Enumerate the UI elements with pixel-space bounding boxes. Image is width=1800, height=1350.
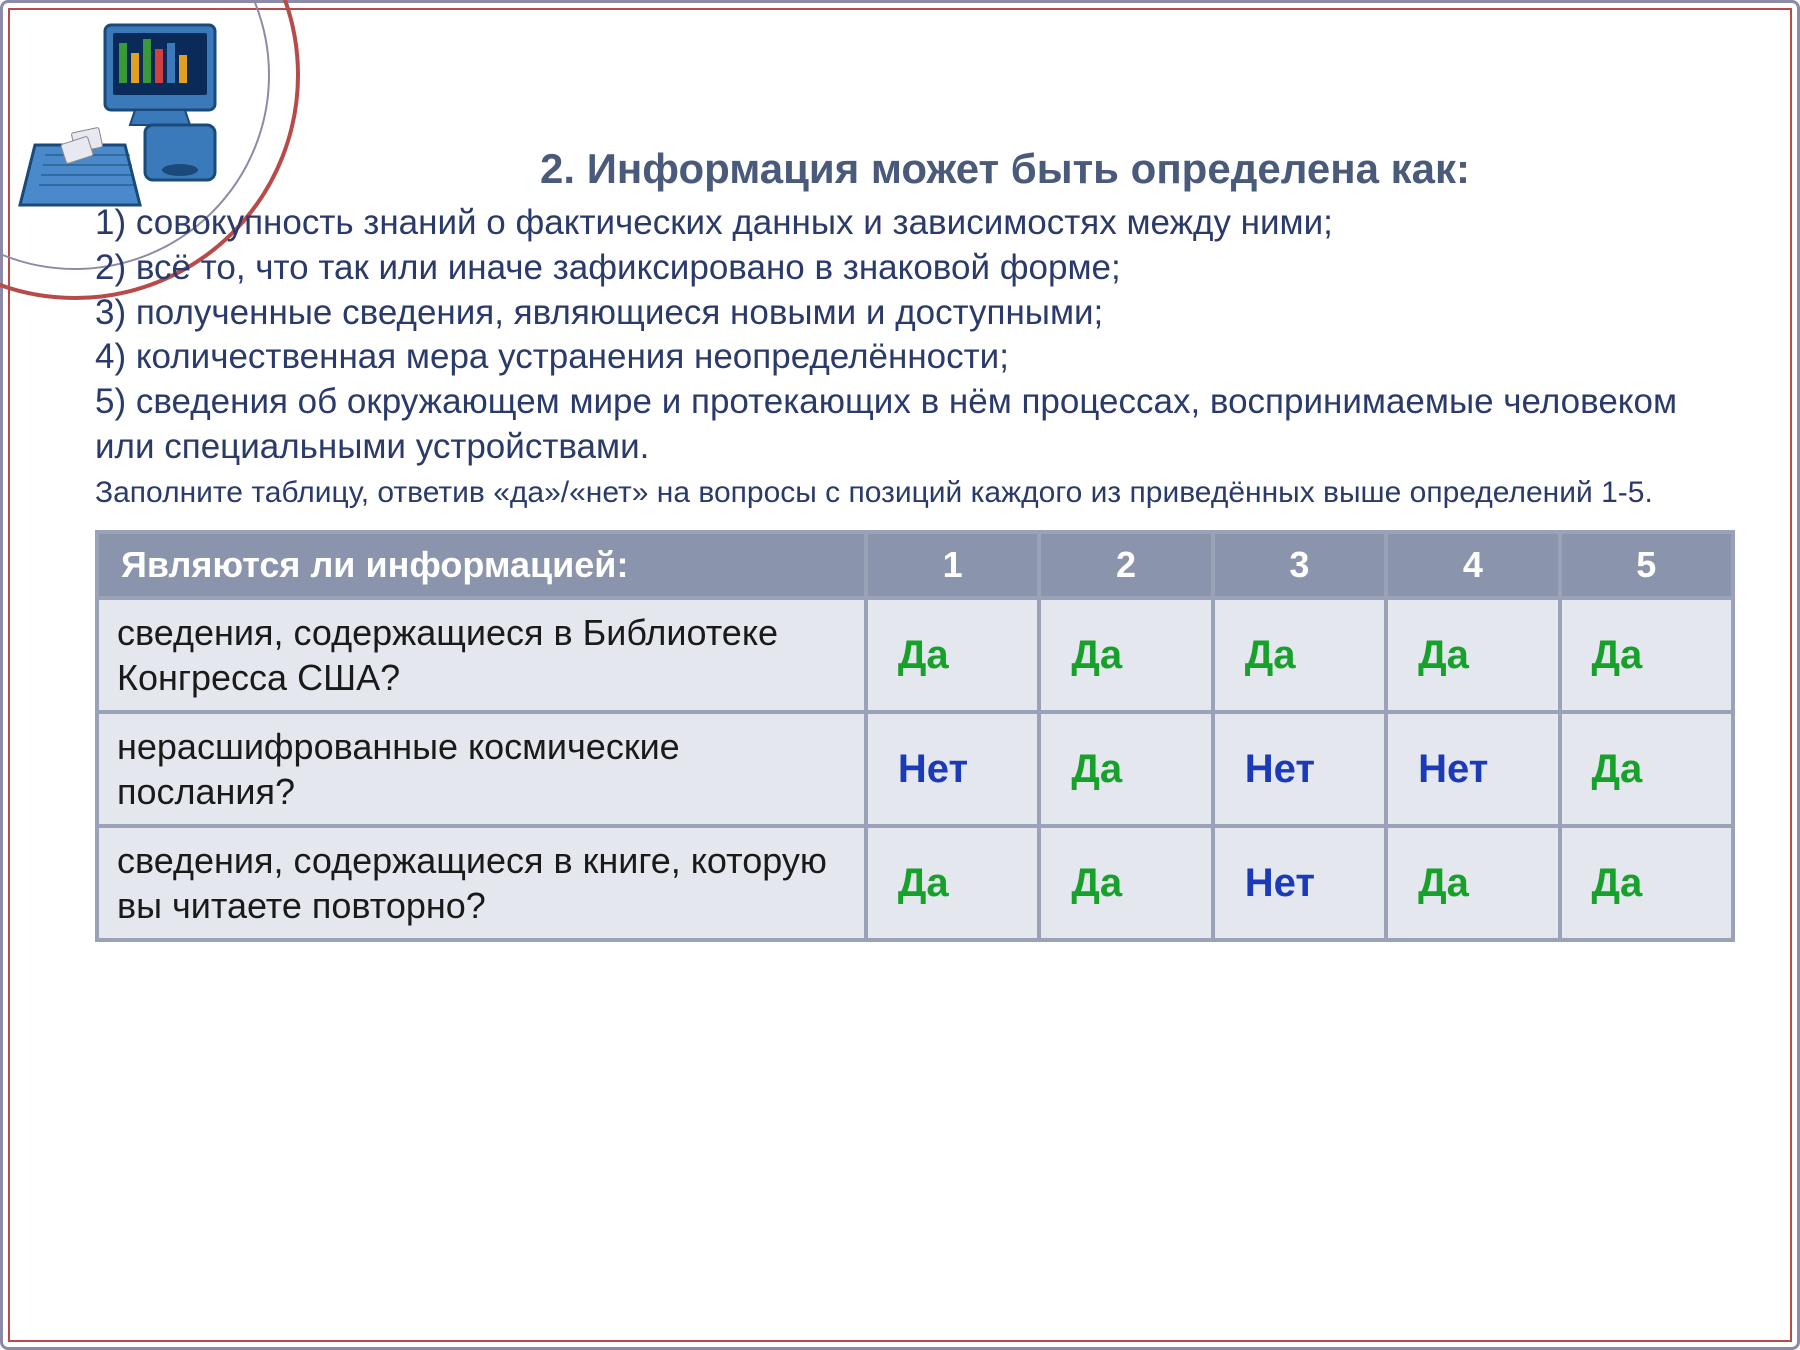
answer-cell: Да (1386, 826, 1559, 940)
answer-cell: Да (1560, 712, 1733, 826)
question-cell: нерасшифрованные космические послания? (97, 712, 866, 826)
definitions-list: 1) совокупность знаний о фактических дан… (95, 201, 1735, 470)
answer-cell: Да (1560, 826, 1733, 940)
answer-table: Являются ли информацией: 1 2 3 4 5 сведе… (95, 530, 1735, 942)
question-cell: сведения, содержащиеся в Библиотеке Конг… (97, 598, 866, 712)
definition-item: 4) количественная мера устранения неопре… (95, 335, 1735, 380)
instruction-text: Заполните таблицу, ответив «да»/«нет» на… (95, 474, 1735, 512)
answer-yes: Да (1245, 633, 1296, 677)
answer-yes: Да (1592, 747, 1643, 791)
answer-no: Нет (1418, 747, 1488, 791)
header-col-5: 5 (1560, 532, 1733, 598)
answer-cell: Да (1386, 598, 1559, 712)
header-col-2: 2 (1039, 532, 1212, 598)
answer-yes: Да (1071, 747, 1122, 791)
answer-cell: Да (1039, 826, 1212, 940)
answer-cell: Да (1560, 598, 1733, 712)
slide-title: 2. Информация может быть определена как: (95, 145, 1735, 193)
answer-yes: Да (898, 861, 949, 905)
answer-yes: Да (1071, 633, 1122, 677)
answer-no: Нет (1245, 747, 1315, 791)
header-col-1: 1 (866, 532, 1039, 598)
question-cell: сведения, содержащиеся в книге, которую … (97, 826, 866, 940)
answer-yes: Да (1592, 633, 1643, 677)
answer-cell: Да (1039, 712, 1212, 826)
header-col-4: 4 (1386, 532, 1559, 598)
answer-cell: Нет (1386, 712, 1559, 826)
answer-yes: Да (1418, 633, 1469, 677)
slide-content: 2. Информация может быть определена как:… (95, 145, 1735, 942)
definition-item: 1) совокупность знаний о фактических дан… (95, 201, 1735, 246)
answer-yes: Да (1592, 861, 1643, 905)
header-col-3: 3 (1213, 532, 1386, 598)
answer-cell: Нет (866, 712, 1039, 826)
answer-no: Нет (1245, 861, 1315, 905)
answer-yes: Да (898, 633, 949, 677)
answer-cell: Нет (1213, 826, 1386, 940)
header-question-col: Являются ли информацией: (97, 532, 866, 598)
table-header-row: Являются ли информацией: 1 2 3 4 5 (97, 532, 1733, 598)
answer-no: Нет (898, 747, 968, 791)
definition-item: 5) сведения об окружающем мире и протека… (95, 380, 1735, 470)
definition-item: 3) полученные сведения, являющиеся новым… (95, 291, 1735, 336)
answer-yes: Да (1071, 861, 1122, 905)
answer-cell: Да (866, 598, 1039, 712)
answer-table-wrap: Являются ли информацией: 1 2 3 4 5 сведе… (95, 530, 1735, 942)
answer-cell: Да (1213, 598, 1386, 712)
answer-cell: Да (1039, 598, 1212, 712)
table-row: сведения, содержащиеся в Библиотеке Конг… (97, 598, 1733, 712)
answer-cell: Нет (1213, 712, 1386, 826)
answer-yes: Да (1418, 861, 1469, 905)
table-row: сведения, содержащиеся в книге, которую … (97, 826, 1733, 940)
definition-item: 2) всё то, что так или иначе зафиксирова… (95, 246, 1735, 291)
answer-cell: Да (866, 826, 1039, 940)
table-row: нерасшифрованные космические послания? Не… (97, 712, 1733, 826)
